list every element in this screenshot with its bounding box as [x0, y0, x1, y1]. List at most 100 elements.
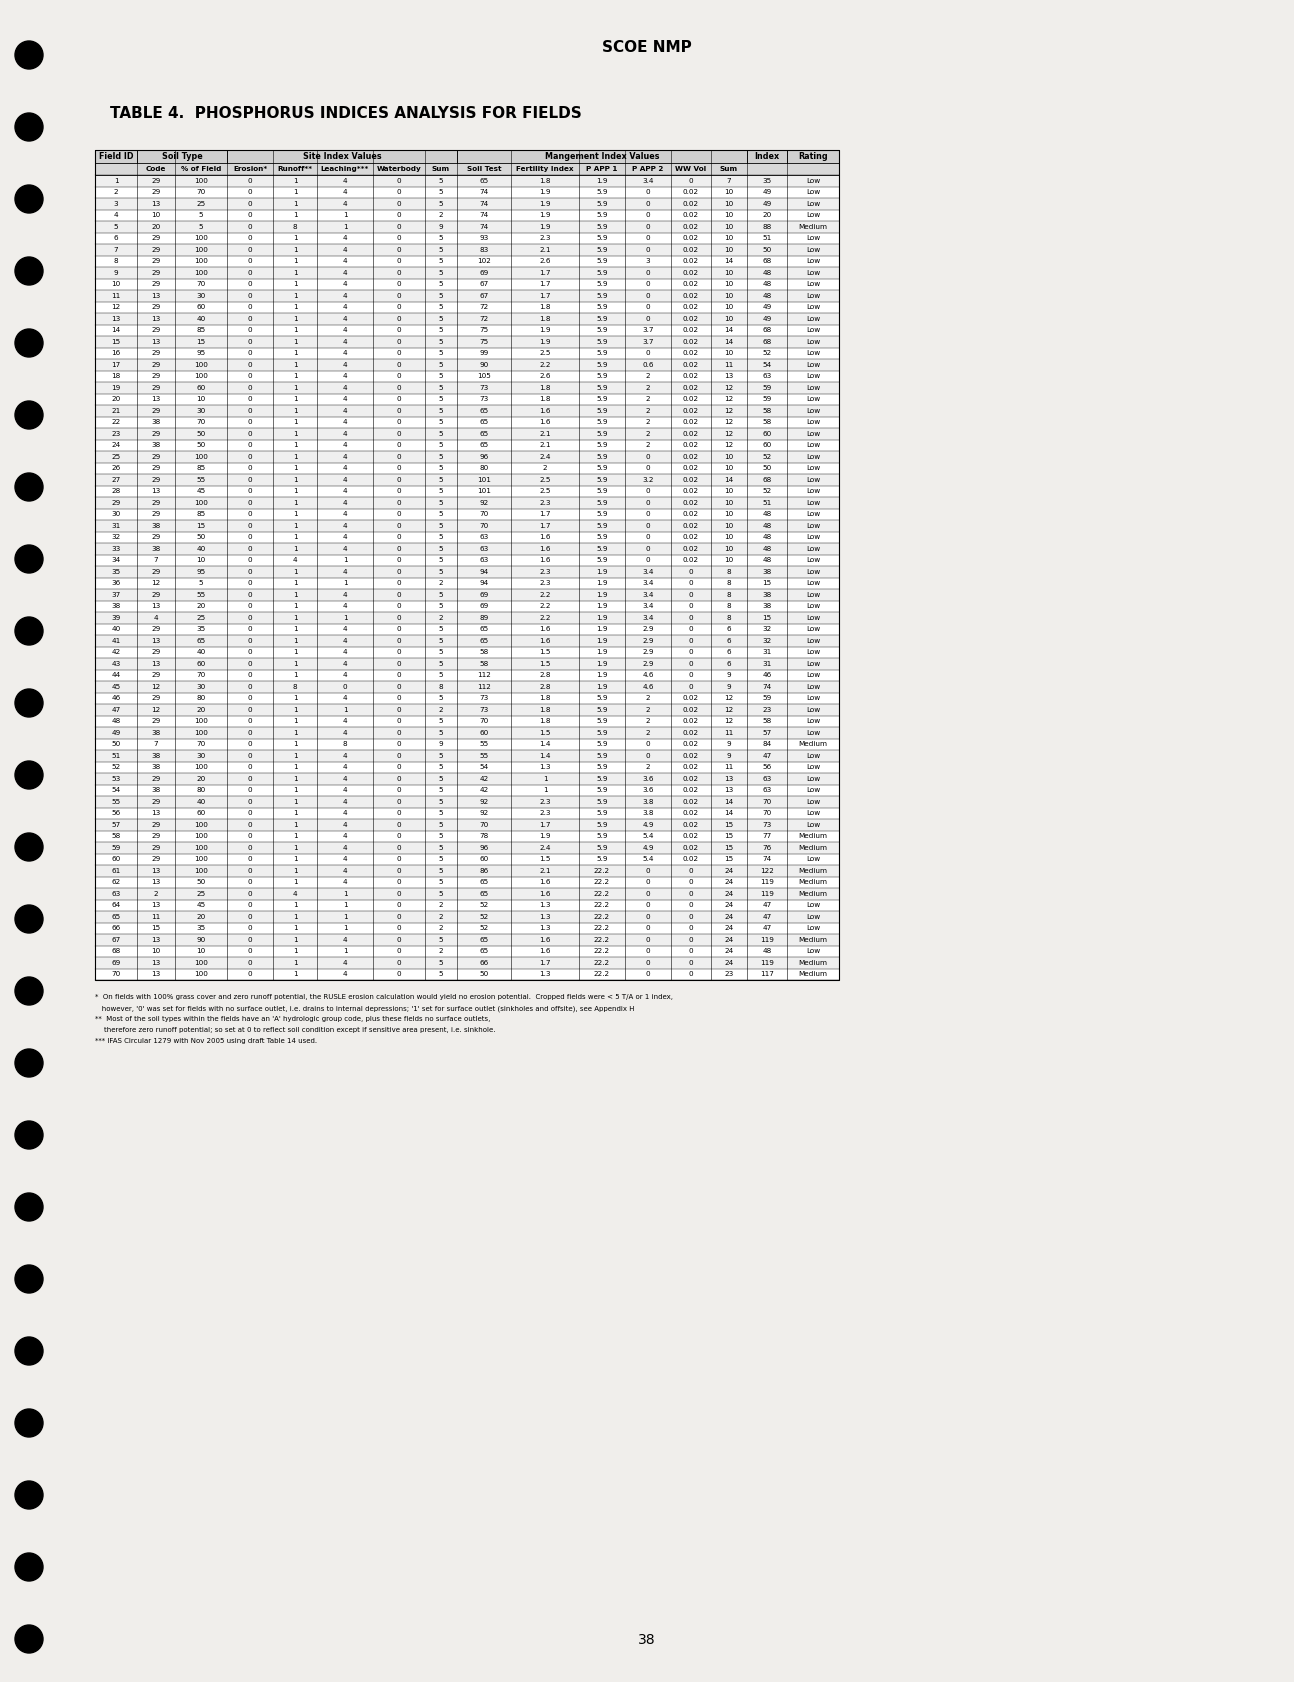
Text: 0: 0: [247, 730, 252, 735]
Text: 46: 46: [762, 673, 771, 678]
Text: 60: 60: [762, 442, 771, 447]
Text: 29: 29: [151, 695, 160, 701]
Text: 0: 0: [247, 833, 252, 839]
Text: 5: 5: [439, 523, 444, 528]
Text: 0: 0: [397, 304, 401, 309]
Text: 5.9: 5.9: [597, 775, 608, 782]
Text: 0.02: 0.02: [683, 212, 699, 219]
Text: 45: 45: [197, 902, 206, 908]
Text: 101: 101: [477, 476, 490, 483]
Text: 70: 70: [479, 511, 489, 518]
Text: 0: 0: [247, 442, 252, 447]
Text: 5.9: 5.9: [597, 328, 608, 333]
Bar: [94, 394, 839, 405]
Text: 0.02: 0.02: [683, 190, 699, 195]
Text: 29: 29: [151, 500, 160, 506]
Text: 0: 0: [397, 316, 401, 321]
Text: 0: 0: [688, 868, 694, 873]
Text: 1.9: 1.9: [597, 673, 608, 678]
Text: 52: 52: [479, 913, 489, 920]
Text: **  Most of the soil types within the fields have an 'A' hydrologic group code, : ** Most of the soil types within the fie…: [94, 1016, 490, 1023]
Text: 0: 0: [247, 269, 252, 276]
Text: 0: 0: [646, 960, 651, 965]
Text: 90: 90: [479, 362, 489, 368]
Text: 2: 2: [646, 431, 651, 437]
Text: 0: 0: [247, 293, 252, 299]
Bar: [94, 796, 839, 807]
Text: 36: 36: [111, 580, 120, 587]
Text: 5: 5: [439, 328, 444, 333]
Text: 0: 0: [397, 281, 401, 288]
Text: 2: 2: [439, 902, 444, 908]
Text: 48: 48: [762, 523, 771, 528]
Text: 1: 1: [292, 200, 298, 207]
Circle shape: [16, 1552, 43, 1581]
Text: 23: 23: [762, 706, 771, 713]
Text: P APP 2: P APP 2: [633, 167, 664, 172]
Text: 0: 0: [397, 637, 401, 644]
Text: 2.2: 2.2: [540, 362, 551, 368]
Text: 1: 1: [292, 799, 298, 804]
Text: Soil Type: Soil Type: [162, 151, 202, 161]
Text: 10: 10: [151, 212, 160, 219]
Text: 1.8: 1.8: [540, 706, 551, 713]
Text: 13: 13: [151, 488, 160, 495]
Text: 5: 5: [439, 971, 444, 977]
Text: 9: 9: [727, 742, 731, 747]
Text: 0: 0: [247, 949, 252, 954]
Text: 5.4: 5.4: [642, 856, 653, 863]
Circle shape: [16, 617, 43, 644]
Text: 5: 5: [439, 649, 444, 656]
Text: 15: 15: [151, 925, 160, 932]
Text: 38: 38: [762, 604, 771, 609]
Text: 29: 29: [151, 569, 160, 575]
Text: 0.02: 0.02: [683, 833, 699, 839]
Text: 0: 0: [247, 235, 252, 241]
Text: 10: 10: [725, 488, 734, 495]
Text: 0: 0: [247, 281, 252, 288]
Text: 15: 15: [762, 614, 771, 621]
Text: 20: 20: [197, 706, 206, 713]
Text: 0: 0: [397, 407, 401, 414]
Text: 10: 10: [725, 269, 734, 276]
Text: 1.9: 1.9: [597, 592, 608, 597]
Text: 1.4: 1.4: [540, 742, 551, 747]
Text: 9: 9: [114, 269, 118, 276]
Text: 0: 0: [397, 868, 401, 873]
Text: 20: 20: [197, 775, 206, 782]
Text: 29: 29: [151, 822, 160, 828]
Bar: [94, 358, 839, 370]
Text: 92: 92: [479, 500, 489, 506]
Text: 5.9: 5.9: [597, 833, 608, 839]
Text: 100: 100: [194, 856, 208, 863]
Text: Low: Low: [806, 580, 820, 587]
Bar: [94, 888, 839, 900]
Text: 11: 11: [111, 293, 120, 299]
Text: 60: 60: [479, 730, 489, 735]
Text: 5: 5: [439, 419, 444, 426]
Text: 49: 49: [111, 730, 120, 735]
Text: 14: 14: [111, 328, 120, 333]
Text: 0.6: 0.6: [642, 362, 653, 368]
Bar: [94, 520, 839, 532]
Text: 18: 18: [111, 373, 120, 378]
Text: 5.9: 5.9: [597, 269, 608, 276]
Text: 0: 0: [397, 730, 401, 735]
Text: 96: 96: [479, 454, 489, 459]
Text: 0.02: 0.02: [683, 269, 699, 276]
Text: 5: 5: [439, 235, 444, 241]
Text: 5.9: 5.9: [597, 212, 608, 219]
Text: 5: 5: [439, 637, 444, 644]
Text: 2: 2: [154, 891, 158, 897]
Text: 73: 73: [479, 397, 489, 402]
Text: 0: 0: [247, 604, 252, 609]
Text: 5.9: 5.9: [597, 511, 608, 518]
Text: 4: 4: [343, 373, 347, 378]
Text: 0: 0: [646, 316, 651, 321]
Text: 38: 38: [151, 442, 160, 447]
Text: 38: 38: [151, 523, 160, 528]
Text: 2.1: 2.1: [540, 442, 551, 447]
Text: 0: 0: [397, 247, 401, 252]
Text: 0: 0: [247, 178, 252, 183]
Bar: [94, 175, 839, 187]
